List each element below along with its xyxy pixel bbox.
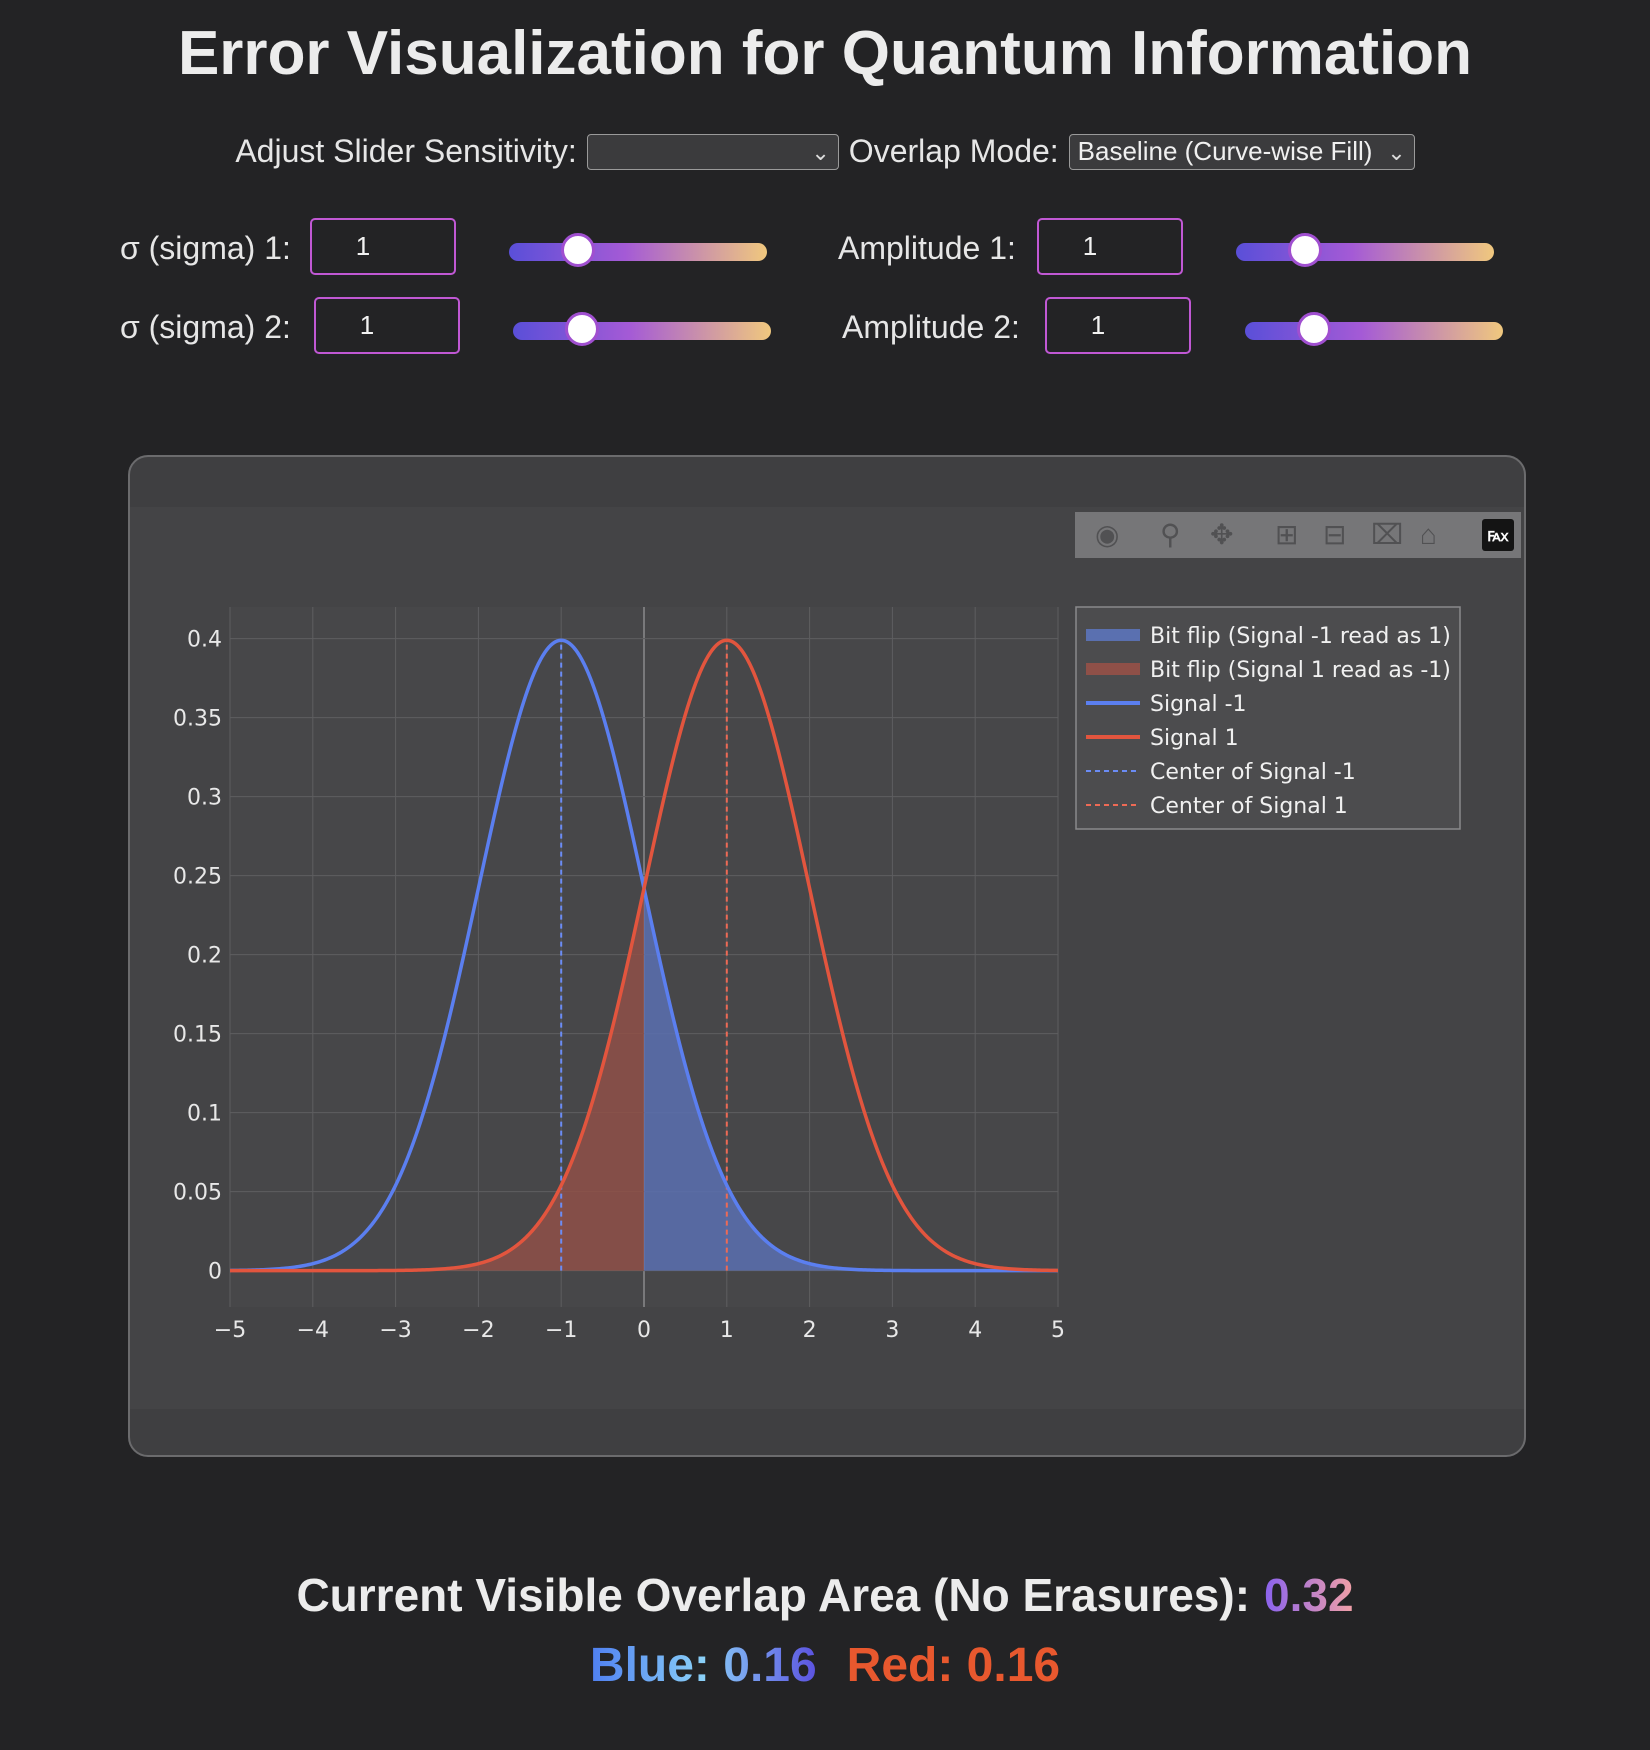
legend-label: Bit flip (Signal -1 read as 1) [1150,624,1451,649]
legend-swatch [1086,663,1140,675]
zoom-icon[interactable]: ⚲ [1160,519,1181,550]
overlap-summary-value: 0.32 [1264,1569,1354,1621]
sigma1-slider[interactable] [509,233,767,267]
y-tick-label: 0 [208,1260,222,1285]
amplitude1-slider[interactable] [1236,233,1494,267]
x-tick-label: −4 [297,1318,329,1343]
legend-label: Signal -1 [1150,692,1247,717]
zoom-in-icon[interactable]: ⊞ [1275,519,1299,550]
x-tick-label: 5 [1051,1318,1065,1343]
sigma2-input[interactable]: 1 [314,297,460,354]
plotly-logo-icon[interactable]: ℻ [1482,519,1514,551]
signal-curves [229,638,1059,1273]
overlap-summary-label: Current Visible Overlap Area (No Erasure… [296,1569,1251,1621]
sigma2-slider[interactable] [513,312,771,346]
amplitude1-label: Amplitude 1: [838,230,1016,266]
y-axis-ticks: 0 0.05 0.1 0.15 0.2 0.25 0.3 0.35 0.4 [173,628,222,1285]
red-overlap-value: Red: 0.16 [846,1639,1061,1692]
overlap-fill [644,888,1058,1271]
page-title: Error Visualization for Quantum Informat… [177,19,1473,88]
amplitude1-input[interactable]: 1 [1037,218,1183,275]
amplitude2-slider[interactable] [1245,312,1503,346]
reset-axes-icon[interactable]: ⌂ [1420,519,1437,550]
chart-legend: Bit flip (Signal -1 read as 1) Bit flip (… [1075,606,1461,830]
blue-overlap-value: Blue: 0.16 [589,1639,817,1692]
amplitude1-slider-thumb[interactable] [1287,233,1322,267]
x-tick-label: 4 [968,1318,982,1343]
y-tick-label: 0.15 [173,1023,222,1048]
pan-icon[interactable]: ✥ [1210,519,1234,550]
chart-toolbar: ◉ ⚲ ✥ ⊞ ⊟ ⌧ ⌂ [1075,512,1521,558]
overlap-fill [230,888,644,1271]
sigma1-input[interactable]: 1 [310,218,456,275]
overlap-mode-select-value: Baseline (Curve-wise Fill) [1077,136,1373,166]
sigma2-label: σ (sigma) 2: [120,309,291,345]
y-tick-label: 0.2 [187,944,222,969]
chart-svg: −5 −4 −3 −2 −1 0 1 2 3 4 5 00.050.10.150.20.250.30… [173,606,1461,1343]
autoscale-icon[interactable]: ⌧ [1371,519,1404,550]
overlap-mode-select[interactable]: Baseline (Curve-wise Fill) ⌄ [1068,133,1415,170]
zoom-out-icon[interactable]: ⊟ [1323,519,1347,550]
chevron-down-icon: ⌄ [1387,139,1406,165]
center-lines [560,638,728,1271]
y-tick-label: 0.35 [173,707,222,732]
overlap-summary: Current Visible Overlap Area (No Erasure… [0,1568,1650,1622]
y-tick-label: 0.05 [173,1181,222,1206]
sensitivity-label: Adjust Slider Sensitivity: [235,133,577,169]
sensitivity-select[interactable]: ⌄ [586,133,839,170]
y-tick-label: 0.25 [173,865,222,890]
x-axis-ticks: −5 −4 −3 −2 −1 0 1 2 3 4 5 [214,1318,1065,1343]
top-controls: Adjust Slider Sensitivity: ⌄ Overlap Mod… [0,133,1650,170]
y-tick-label: 0.3 [187,786,222,811]
camera-icon[interactable]: ◉ [1095,519,1120,550]
amplitude2-label: Amplitude 2: [842,309,1020,345]
legend-label: Center of Signal 1 [1150,794,1348,819]
y-tick-label: 0.4 [187,628,222,653]
legend-label: Center of Signal -1 [1150,760,1356,785]
sigma1-label: σ (sigma) 1: [120,230,291,266]
amplitude2-slider-thumb[interactable] [1296,312,1331,346]
x-tick-label: 2 [803,1318,817,1343]
x-tick-label: −1 [545,1318,577,1343]
x-tick-label: −3 [379,1318,411,1343]
amplitude2-input[interactable]: 1 [1045,297,1191,354]
legend-box [1075,606,1461,830]
overlap-split: Blue: 0.16 Red: 0.16 [0,1638,1650,1693]
chart-card: ◉ ⚲ ✥ ⊞ ⊟ ⌧ ⌂ ℻ −5 −4 −3 −2 −1 0 1 2 3 4 5 0 0.05 0.… [128,455,1526,1457]
x-tick-label: −5 [214,1318,246,1343]
x-tick-label: 1 [720,1318,734,1343]
legend-label: Signal 1 [1150,726,1239,751]
y-tick-label: 0.1 [187,1102,222,1127]
legend-label: Bit flip (Signal 1 read as -1) [1150,658,1451,683]
legend-swatch [1086,629,1140,641]
sigma2-slider-thumb[interactable] [564,312,599,346]
x-tick-label: −2 [462,1318,494,1343]
chevron-down-icon: ⌄ [811,139,830,165]
signal-curve [230,638,1059,1273]
overlap-mode-label: Overlap Mode: [848,133,1059,169]
x-tick-label: 3 [885,1318,899,1343]
overlap-fills [230,888,1058,1271]
x-tick-label: 0 [637,1318,651,1343]
sigma1-slider-thumb[interactable] [560,233,595,267]
